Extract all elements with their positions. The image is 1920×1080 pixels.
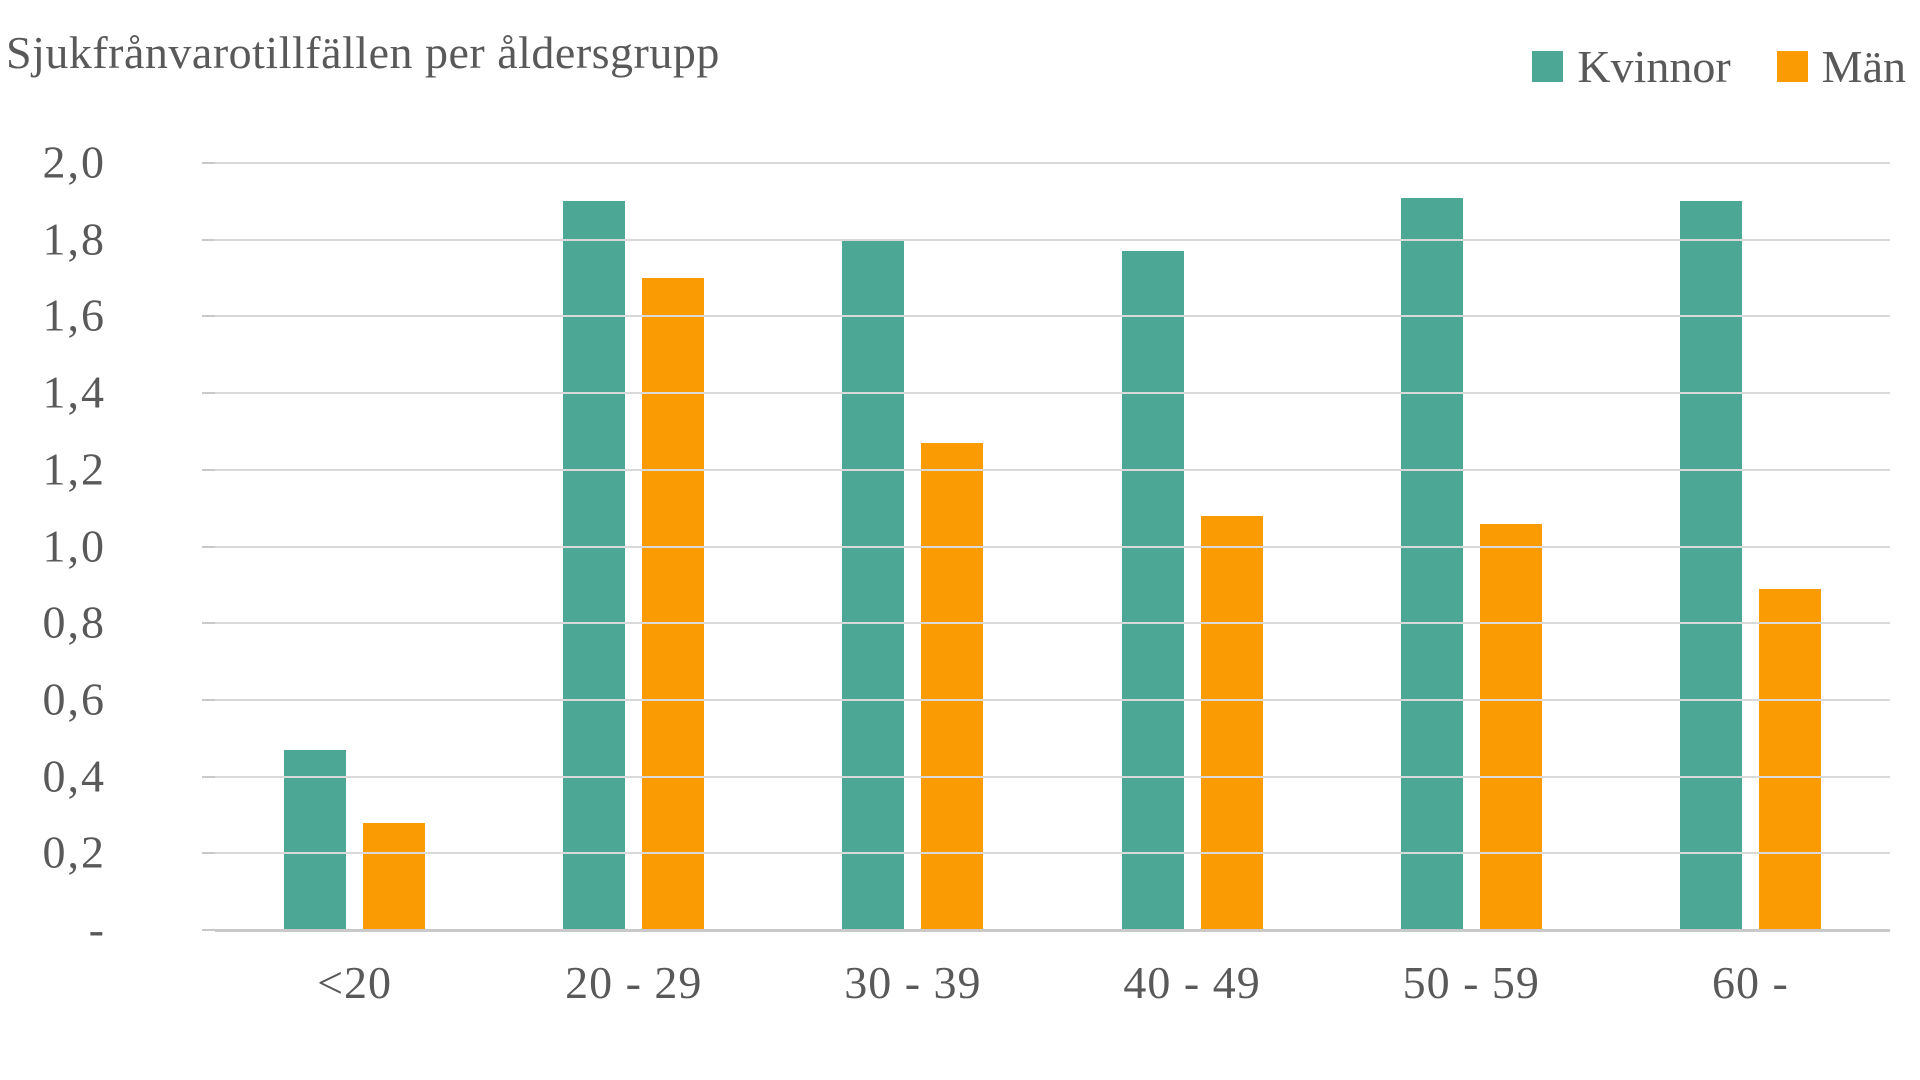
bar-man: [1758, 588, 1821, 930]
y-axis-tick: [202, 545, 215, 548]
y-axis-label: 0,2: [42, 826, 106, 878]
bar-kvinnor: [284, 749, 347, 930]
y-axis-label: 0,4: [42, 750, 106, 802]
y-axis-tick: [202, 622, 215, 625]
gridline: [215, 852, 1890, 855]
y-axis-label: 1,8: [42, 213, 106, 265]
bar-group-4049: 40 - 49: [1053, 163, 1332, 1008]
x-axis-label: 60 -: [1711, 957, 1789, 1008]
bar-man: [921, 442, 984, 930]
bar-man: [363, 822, 426, 930]
y-axis-label: -: [88, 903, 106, 955]
bar-man: [1479, 523, 1542, 930]
legend-item-kvinnor: Kvinnor: [1532, 40, 1731, 93]
y-axis-tick: [202, 468, 215, 471]
plot-area: <20 20 - 29 30 - 39 40 - 49 50 - 59 60 -: [202, 162, 1890, 1008]
x-axis-label: 30 - 39: [844, 957, 982, 1008]
y-axis-tick: [202, 852, 215, 855]
gridline: [215, 622, 1890, 625]
x-axis-label: 20 - 29: [565, 957, 703, 1008]
y-axis-label: 1,4: [42, 366, 106, 418]
y-axis-label: 0,8: [42, 596, 106, 648]
x-axis-baseline: [215, 929, 1890, 932]
y-axis-label: 0,6: [42, 673, 106, 725]
legend-label: Män: [1821, 41, 1906, 92]
x-axis-label: 40 - 49: [1123, 957, 1261, 1008]
bar-group-2029: 20 - 29: [494, 163, 773, 1008]
bar-group-60: 60 -: [1611, 163, 1890, 1008]
gridline: [215, 238, 1890, 241]
gridline: [215, 315, 1890, 318]
gridline: [215, 775, 1890, 778]
bar-man: [642, 278, 705, 930]
bar-kvinnor: [842, 239, 905, 930]
gridline: [215, 468, 1890, 471]
y-axis-label: 2,0: [42, 136, 106, 188]
chart-title: Sjukfrånvarotillfällen per åldersgrupp: [6, 27, 720, 78]
bar-kvinnor: [1121, 251, 1184, 930]
bar-kvinnor: [563, 201, 626, 930]
y-axis-tick: [202, 392, 215, 395]
x-axis-label: 50 - 59: [1402, 957, 1540, 1008]
gridline: [215, 392, 1890, 395]
x-axis-label: <20: [317, 957, 393, 1008]
y-axis-tick: [202, 162, 215, 164]
legend-swatch-man: [1776, 51, 1808, 82]
bar-man: [1200, 515, 1263, 930]
y-axis-tick: [202, 698, 215, 701]
gridline: [215, 698, 1890, 701]
y-axis-tick: [202, 238, 215, 241]
bar-kvinnor: [1679, 201, 1742, 930]
y-axis-label: 1,6: [42, 289, 106, 341]
y-axis-label: 1,0: [42, 519, 106, 571]
legend-swatch-kvinnor: [1532, 51, 1564, 82]
y-axis: 2,0 1,8 1,6 1,4 1,2 1,0 0,8 0,6 0,4 0,2 -: [0, 136, 106, 954]
y-axis-tick: [202, 929, 215, 931]
legend: Kvinnor Män: [1532, 40, 1906, 93]
legend-item-man: Män: [1776, 40, 1906, 93]
bar-kvinnor: [1400, 197, 1463, 930]
bar-groups: <20 20 - 29 30 - 39 40 - 49 50 - 59 60 -: [215, 163, 1890, 1008]
y-axis-tick: [202, 775, 215, 778]
bar-group-3039: 30 - 39: [773, 163, 1052, 1008]
bar-group-20: <20: [215, 163, 494, 1008]
gridline: [215, 162, 1890, 164]
y-axis-tick: [202, 315, 215, 318]
legend-label: Kvinnor: [1577, 41, 1731, 92]
gridline: [215, 545, 1890, 548]
y-axis-label: 1,2: [42, 443, 106, 495]
bar-group-5059: 50 - 59: [1332, 163, 1611, 1008]
